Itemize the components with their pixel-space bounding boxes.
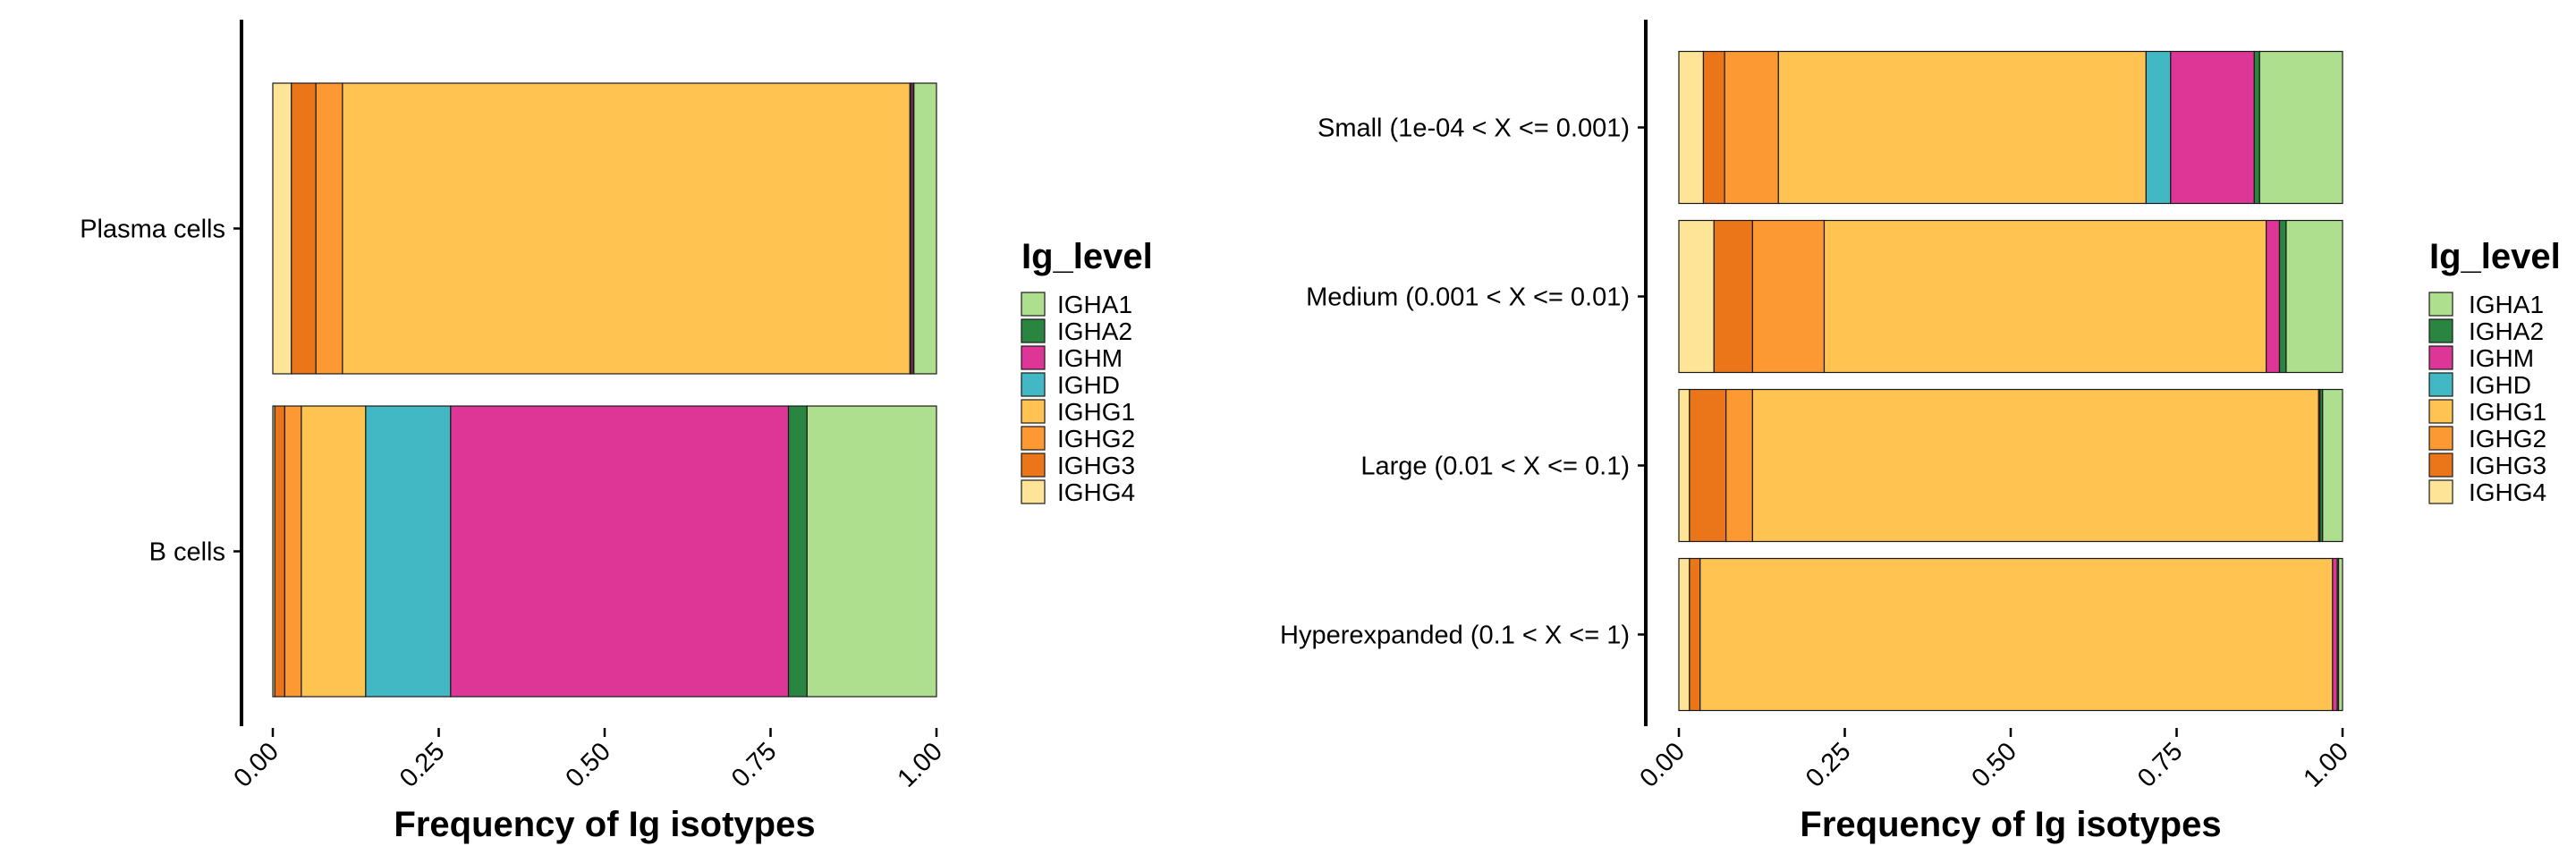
legend-key-ighd — [2428, 372, 2453, 397]
bar-segment-large-0-01-x-0-1-ighg1 — [1751, 388, 2319, 543]
legend-key-ighm — [2428, 345, 2453, 370]
legend-label-ighg1: IGHG1 — [2469, 398, 2546, 426]
bar-segment-b-cells-ighg3 — [274, 405, 285, 698]
legend-key-igha1 — [1021, 292, 1046, 317]
bar-segment-plasma-cells-ighg2 — [315, 82, 343, 375]
bar-segment-small-1e-04-x-0-001-igha1 — [2258, 50, 2343, 205]
x-tick-label: 0.00 — [1634, 737, 1690, 793]
y-tick-label: Small (1e-04 < X <= 0.001) — [1318, 114, 1630, 143]
legend-title: Ig_level — [2429, 237, 2561, 276]
legend-label-ighm: IGHM — [1057, 344, 1123, 372]
legend-label-igha1: IGHA1 — [2469, 291, 2544, 318]
bar-segment-plasma-cells-igha1 — [913, 82, 937, 375]
bar-segment-hyperexpanded-0-1-x-1-ighg1 — [1699, 557, 2334, 712]
bar-segment-hyperexpanded-0-1-x-1-igha1 — [2337, 557, 2343, 712]
bar-segment-plasma-cells-ighg4 — [272, 82, 292, 375]
bar-segment-b-cells-ighd — [365, 405, 452, 698]
bar-segment-small-1e-04-x-0-001-ighg3 — [1702, 50, 1725, 205]
bar-segment-hyperexpanded-0-1-x-1-ighm — [2332, 557, 2338, 712]
chart-panel-2: Small (1e-04 < X <= 0.001) Medium (0.001 … — [1280, 20, 2561, 844]
legend-label-igha2: IGHA2 — [1057, 317, 1132, 345]
x-tick-label: 0.25 — [1801, 737, 1857, 793]
legend-key-igha2 — [2428, 318, 2453, 343]
y-tick-label: Hyperexpanded (0.1 < X <= 1) — [1280, 622, 1630, 650]
bar-segment-medium-0-001-x-0-01-igha2 — [2278, 219, 2287, 374]
y-tick-label: Plasma cells — [80, 216, 225, 244]
legend-key-ighg3 — [2428, 453, 2453, 478]
bar-segment-hyperexpanded-0-1-x-1-ighg4 — [1678, 557, 1690, 712]
bar-segment-small-1e-04-x-0-001-ighg1 — [1777, 50, 2147, 205]
legend-label-ighm: IGHM — [2469, 344, 2534, 372]
x-tick-label: 1.00 — [892, 737, 948, 793]
x-tick-label: 1.00 — [2298, 737, 2354, 793]
y-tick-label: Large (0.01 < X <= 0.1) — [1360, 453, 1630, 481]
y-tick-label: B cells — [149, 538, 225, 567]
bar-segment-large-0-01-x-0-1-ighg2 — [1725, 388, 1753, 543]
bar-segment-large-0-01-x-0-1-igha1 — [2322, 388, 2343, 543]
legend: Ig_levelIGHA1IGHA2IGHMIGHDIGHG1IGHG2IGHG… — [1021, 237, 1153, 506]
legend-label-igha2: IGHA2 — [2469, 317, 2544, 345]
chart-panel-1: Plasma cells B cells 0.00 0.25 0.50 0.75 1.00 F… — [80, 20, 1153, 844]
legend-label-ighg3: IGHG3 — [1057, 452, 1135, 479]
legend-key-ighg1 — [1021, 399, 1046, 424]
legend-label-ighg4: IGHG4 — [1057, 478, 1135, 506]
legend-key-ighg4 — [1021, 479, 1046, 504]
legend-key-igha1 — [2428, 292, 2453, 317]
legend-label-ighg2: IGHG2 — [2469, 425, 2546, 453]
bar-segment-small-1e-04-x-0-001-ighd — [2145, 50, 2172, 205]
x-axis-label: Frequency of Ig isotypes — [1800, 805, 2221, 844]
bar-segment-small-1e-04-x-0-001-ighg4 — [1678, 50, 1705, 205]
bar-segment-medium-0-001-x-0-01-igha1 — [2285, 219, 2343, 374]
bar-segment-b-cells-ighg2 — [284, 405, 302, 698]
bar-segment-large-0-01-x-0-1-ighg3 — [1689, 388, 1727, 543]
legend-key-ighg2 — [1021, 426, 1046, 451]
bar-segment-b-cells-ighg1 — [301, 405, 367, 698]
x-tick-label: 0.75 — [726, 737, 783, 793]
bar-segment-medium-0-001-x-0-01-ighg4 — [1678, 219, 1715, 374]
legend-key-ighg1 — [2428, 399, 2453, 424]
legend-key-ighg3 — [1021, 453, 1046, 478]
bar-segment-small-1e-04-x-0-001-ighm — [2170, 50, 2255, 205]
bar-segment-plasma-cells-ighg1 — [342, 82, 911, 375]
legend-label-ighd: IGHD — [1057, 371, 1120, 399]
bar-segment-hyperexpanded-0-1-x-1-ighg3 — [1689, 557, 1701, 712]
bar-segment-b-cells-igha2 — [787, 405, 808, 698]
x-tick-label: 0.25 — [394, 737, 451, 793]
bar-segment-small-1e-04-x-0-001-igha2 — [2253, 50, 2260, 205]
bar-segment-medium-0-001-x-0-01-ighg1 — [1823, 219, 2267, 374]
legend-label-ighd: IGHD — [2469, 371, 2531, 399]
legend: Ig_levelIGHA1IGHA2IGHMIGHDIGHG1IGHG2IGHG… — [2428, 237, 2561, 506]
legend-title: Ig_level — [1021, 237, 1153, 276]
x-tick-label: 0.50 — [1966, 737, 2022, 793]
x-tick-label: 0.75 — [2132, 737, 2189, 793]
legend-label-ighg3: IGHG3 — [2469, 452, 2546, 479]
bar-segment-b-cells-igha1 — [806, 405, 937, 698]
legend-key-ighg4 — [2428, 479, 2453, 504]
legend-label-ighg1: IGHG1 — [1057, 398, 1135, 426]
x-axis-label: Frequency of Ig isotypes — [394, 805, 815, 844]
legend-label-ighg4: IGHG4 — [2469, 478, 2546, 506]
legend-key-ighg2 — [2428, 426, 2453, 451]
legend-key-ighd — [1021, 372, 1046, 397]
bar-segment-plasma-cells-ighg3 — [291, 82, 317, 375]
bar-segment-large-0-01-x-0-1-ighg4 — [1678, 388, 1690, 543]
legend-label-ighg2: IGHG2 — [1057, 425, 1135, 453]
legend-key-ighm — [1021, 345, 1046, 370]
bar-segment-small-1e-04-x-0-001-ighg2 — [1724, 50, 1779, 205]
bar-segment-medium-0-001-x-0-01-ighg3 — [1713, 219, 1753, 374]
legend-key-igha2 — [1021, 318, 1046, 343]
x-tick-label: 0.00 — [228, 737, 284, 793]
legend-label-igha1: IGHA1 — [1057, 291, 1132, 318]
x-tick-label: 0.50 — [560, 737, 616, 793]
bar-segment-medium-0-001-x-0-01-ighg2 — [1751, 219, 1826, 374]
bar-segment-b-cells-ighm — [450, 405, 790, 698]
bar-segment-medium-0-001-x-0-01-ighm — [2266, 219, 2281, 374]
y-tick-label: Medium (0.001 < X <= 0.01) — [1306, 283, 1630, 312]
